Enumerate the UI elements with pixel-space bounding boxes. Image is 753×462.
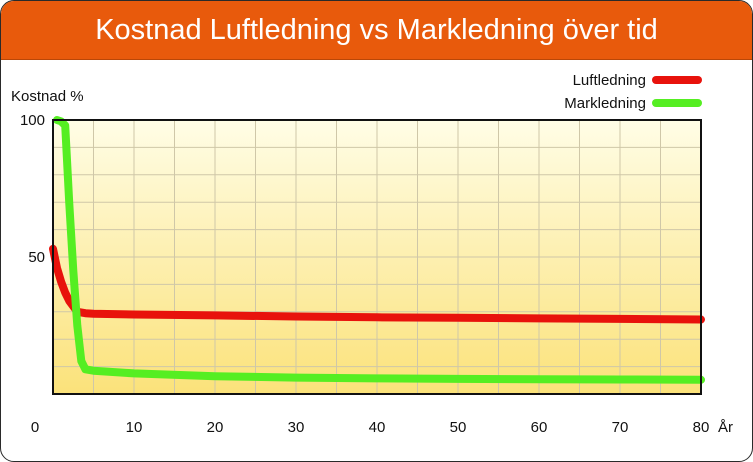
y-tick-label: 100 xyxy=(20,112,45,129)
x-axis-ticks: 0 10 20 30 40 50 60 70 80 xyxy=(31,419,710,436)
x-tick-label: 0 xyxy=(31,419,39,436)
x-tick-label: 70 xyxy=(612,419,629,436)
x-tick-label: 80 xyxy=(693,419,710,436)
plot-border xyxy=(52,119,702,395)
y-tick-label: 50 xyxy=(28,249,45,266)
x-tick-label: 20 xyxy=(207,419,224,436)
title-bar: Kostnad Luftledning vs Markledning över … xyxy=(1,1,752,60)
series-lines xyxy=(49,116,705,384)
x-tick-label: 30 xyxy=(288,419,305,436)
y-axis-label: Kostnad % xyxy=(11,88,84,105)
x-tick-label: 60 xyxy=(531,419,548,436)
x-tick-label: 40 xyxy=(369,419,386,436)
x-axis-label: År xyxy=(718,419,733,436)
y-axis-ticks: 50 100 xyxy=(20,112,45,266)
legend-label-markledning: Markledning xyxy=(564,95,646,112)
series-line-markledning xyxy=(53,116,705,384)
chart-title: Kostnad Luftledning vs Markledning över … xyxy=(95,14,658,46)
x-tick-label: 10 xyxy=(126,419,143,436)
grid-lines xyxy=(53,120,701,394)
legend: Luftledning Markledning xyxy=(564,72,702,112)
legend-label-luftledning: Luftledning xyxy=(573,72,646,89)
x-tick-label: 50 xyxy=(450,419,467,436)
series-line-luftledning xyxy=(49,244,705,324)
